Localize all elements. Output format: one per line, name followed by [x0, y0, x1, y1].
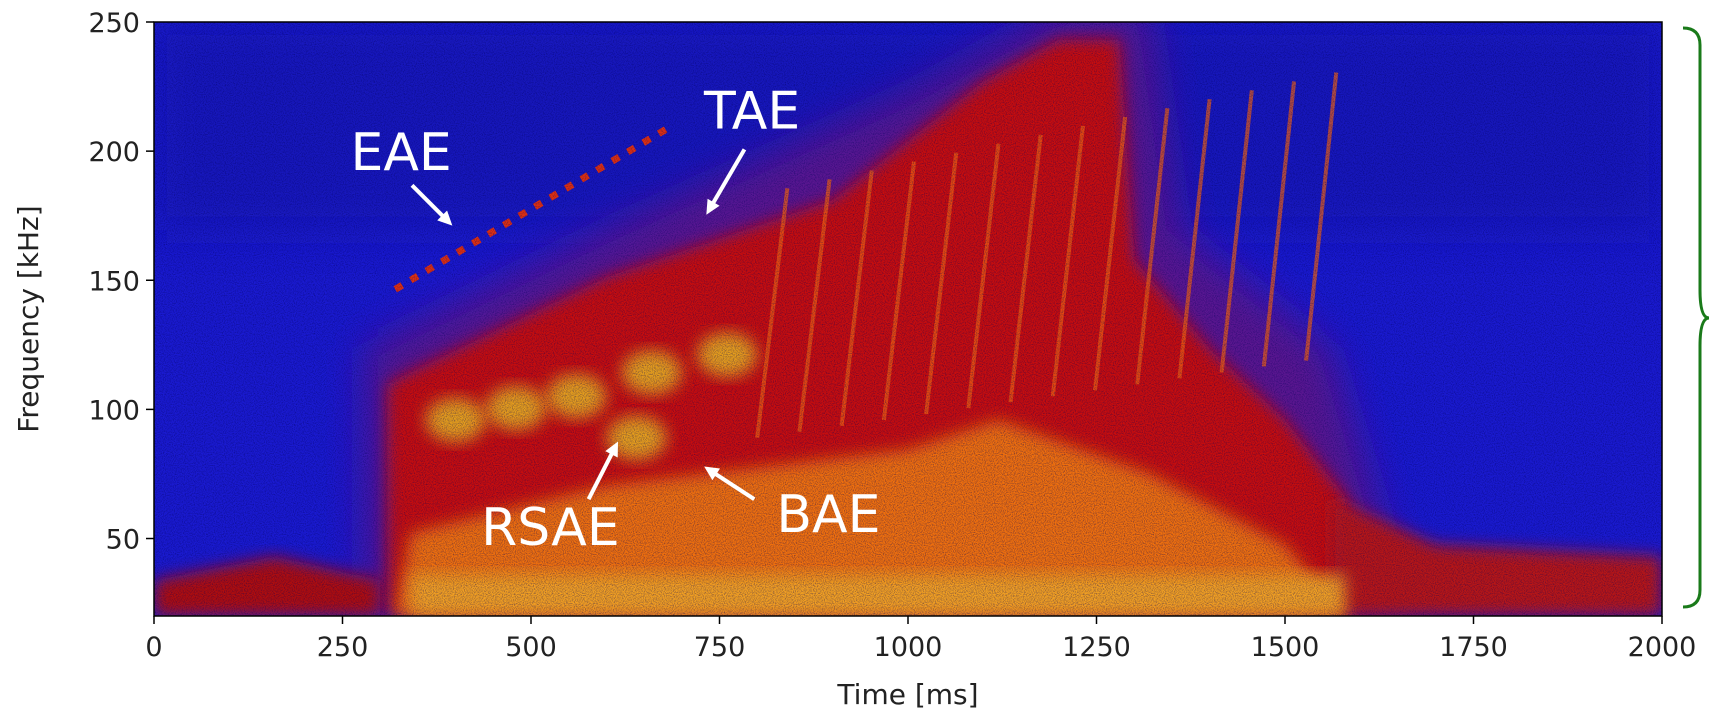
annotation-arrow — [410, 183, 449, 222]
x-axis-title: Time [ms] — [836, 678, 978, 711]
x-tick-label: 1750 — [1439, 632, 1508, 663]
annotation: RSAE — [481, 498, 620, 558]
annotation-arrow — [709, 469, 756, 501]
annotation: EAE — [350, 123, 451, 183]
y-tick-label: 200 — [88, 137, 140, 168]
x-tick-label: 1250 — [1062, 632, 1131, 663]
arrow-head — [704, 466, 721, 481]
arrow-head — [437, 210, 453, 226]
y-tick-label: 250 — [88, 8, 140, 39]
y-tick-label: 150 — [88, 266, 140, 297]
spectrogram — [154, 22, 1662, 616]
x-tick-label: 2000 — [1628, 632, 1697, 663]
noise — [154, 22, 1662, 616]
annotation-arrow — [708, 148, 747, 209]
annotation-arrow — [586, 447, 617, 501]
y-tick-label: 100 — [88, 395, 140, 426]
arrow-head — [605, 441, 619, 458]
x-tick-label: 500 — [505, 632, 557, 663]
annotation: BAE — [776, 485, 880, 545]
y-tick-label: 50 — [106, 525, 140, 556]
braces — [1682, 26, 1709, 609]
x-tick-label: 1500 — [1251, 632, 1320, 663]
x-tick-label: 1000 — [874, 632, 943, 663]
x-tick-label: 750 — [694, 632, 746, 663]
arrow-head — [706, 198, 720, 215]
axes: 0 250 500 750 1000 1250 1500 1750 2000 50 100 150 20… — [12, 8, 1696, 711]
y-axis-title: Frequency [kHz] — [12, 205, 45, 432]
x-tick-label: 0 — [145, 632, 162, 663]
x-tick-label: 250 — [317, 632, 369, 663]
annotation: TAE — [703, 82, 800, 142]
brace — [1682, 26, 1709, 609]
